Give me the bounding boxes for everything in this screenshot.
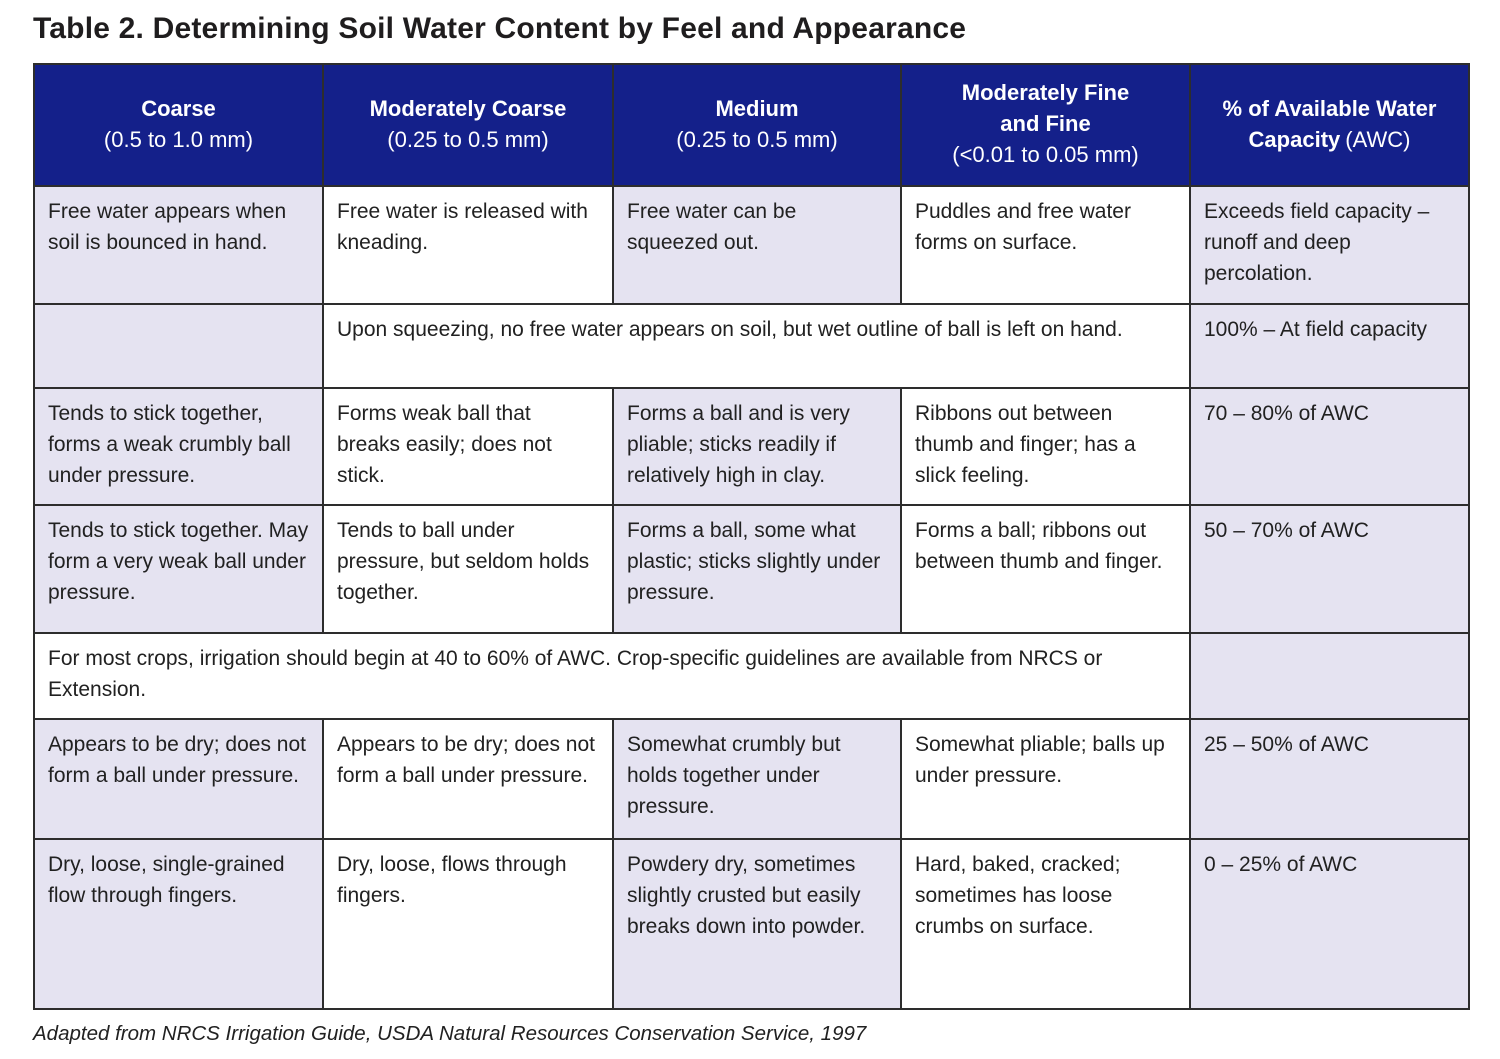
header-row: Coarse (0.5 to 1.0 mm) Moderately Coarse… bbox=[33, 62, 1470, 187]
header-medium-title: Medium bbox=[715, 95, 799, 121]
cell-r2-merged: Upon squeezing, no free water appears on… bbox=[322, 302, 1191, 389]
source-note: Adapted from NRCS Irrigation Guide, USDA… bbox=[33, 1021, 867, 1045]
cell-r4-medium: Forms a ball, some what plastic; sticks … bbox=[612, 503, 902, 634]
header-medium: Medium (0.25 to 0.5 mm) bbox=[612, 62, 902, 187]
header-coarse-subtitle: (0.5 to 1.0 mm) bbox=[103, 126, 254, 152]
cell-r6-medium: Somewhat crumbly but holds together unde… bbox=[612, 717, 902, 840]
cell-r2-awc: 100% – At field capacity bbox=[1189, 302, 1470, 389]
table-row: Tends to stick together. May form a very… bbox=[33, 503, 1470, 634]
header-awc-title: % of Available Water Capacity bbox=[1222, 95, 1437, 152]
cell-r7-medium: Powdery dry, sometimes slightly crusted … bbox=[612, 837, 902, 1010]
table-row: Upon squeezing, no free water appears on… bbox=[33, 302, 1470, 389]
cell-r2-coarse bbox=[33, 302, 324, 389]
cell-r4-mod-fine: Forms a ball; ribbons out between thumb … bbox=[900, 503, 1191, 634]
cell-r3-mod-fine: Ribbons out between thumb and finger; ha… bbox=[900, 386, 1191, 506]
header-moderately-coarse: Moderately Coarse (0.25 to 0.5 mm) bbox=[322, 62, 614, 187]
table-row: Appears to be dry; does not form a ball … bbox=[33, 717, 1470, 840]
cell-r1-mod-fine: Puddles and free water forms on surface. bbox=[900, 184, 1191, 305]
cell-r1-mod-coarse: Free water is released with kneading. bbox=[322, 184, 614, 305]
cell-r3-awc: 70 – 80% of AWC bbox=[1189, 386, 1470, 506]
cell-r7-coarse: Dry, loose, single-grained flow through … bbox=[33, 837, 324, 1010]
header-moderately-coarse-title: Moderately Coarse bbox=[369, 95, 567, 121]
cell-r4-coarse: Tends to stick together. May form a very… bbox=[33, 503, 324, 634]
header-coarse: Coarse (0.5 to 1.0 mm) bbox=[33, 62, 324, 187]
table-row: Dry, loose, single-grained flow through … bbox=[33, 837, 1470, 1010]
table-row: For most crops, irrigation should begin … bbox=[33, 631, 1470, 720]
cell-r1-medium: Free water can be squeezed out. bbox=[612, 184, 902, 305]
header-awc: % of Available Water Capacity (AWC) bbox=[1189, 62, 1470, 187]
cell-r7-mod-coarse: Dry, loose, flows through fingers. bbox=[322, 837, 614, 1010]
cell-r1-awc: Exceeds field capacity – runoff and deep… bbox=[1189, 184, 1470, 305]
cell-r5-awc bbox=[1189, 631, 1470, 720]
cell-r4-mod-coarse: Tends to ball under pressure, but seldom… bbox=[322, 503, 614, 634]
cell-r3-medium: Forms a ball and is very pliable; sticks… bbox=[612, 386, 902, 506]
cell-r1-coarse: Free water appears when soil is bounced … bbox=[33, 184, 324, 305]
header-coarse-title: Coarse bbox=[141, 95, 216, 121]
header-moderately-fine-subtitle: (<0.01 to 0.05 mm) bbox=[952, 141, 1139, 167]
cell-r6-awc: 25 – 50% of AWC bbox=[1189, 717, 1470, 840]
cell-r6-mod-fine: Somewhat pliable; balls up under pressur… bbox=[900, 717, 1191, 840]
table-row: Free water appears when soil is bounced … bbox=[33, 184, 1470, 305]
header-moderately-fine-title: Moderately Fine and Fine bbox=[961, 80, 1130, 137]
table-row: Tends to stick together, forms a weak cr… bbox=[33, 386, 1470, 506]
cell-r6-mod-coarse: Appears to be dry; does not form a ball … bbox=[322, 717, 614, 840]
cell-r5-merged-note: For most crops, irrigation should begin … bbox=[33, 631, 1191, 720]
header-medium-subtitle: (0.25 to 0.5 mm) bbox=[676, 126, 838, 152]
cell-r6-coarse: Appears to be dry; does not form a ball … bbox=[33, 717, 324, 840]
cell-r4-awc: 50 – 70% of AWC bbox=[1189, 503, 1470, 634]
header-moderately-fine: Moderately Fine and Fine (<0.01 to 0.05 … bbox=[900, 62, 1191, 187]
cell-r7-awc: 0 – 25% of AWC bbox=[1189, 837, 1470, 1010]
soil-water-table: Coarse (0.5 to 1.0 mm) Moderately Coarse… bbox=[33, 62, 1470, 1010]
cell-r3-mod-coarse: Forms weak ball that breaks easily; does… bbox=[322, 386, 614, 506]
table-title: Table 2. Determining Soil Water Content … bbox=[33, 12, 967, 45]
cell-r7-mod-fine: Hard, baked, cracked; sometimes has loos… bbox=[900, 837, 1191, 1010]
header-awc-subtitle: (AWC) bbox=[1345, 126, 1411, 152]
cell-r3-coarse: Tends to stick together, forms a weak cr… bbox=[33, 386, 324, 506]
header-moderately-coarse-subtitle: (0.25 to 0.5 mm) bbox=[387, 126, 549, 152]
